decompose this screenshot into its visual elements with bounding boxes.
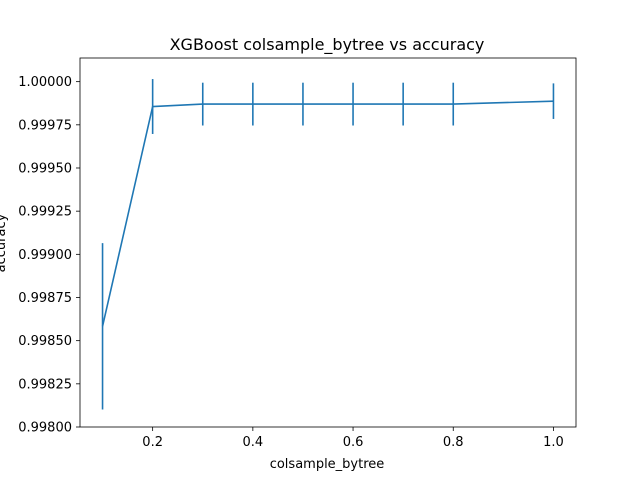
y-tick-label: 1.00000 bbox=[18, 75, 72, 90]
y-tick-label: 0.99800 bbox=[18, 421, 72, 436]
y-tick-label: 0.99850 bbox=[18, 334, 72, 349]
y-axis-label: accuracy bbox=[0, 213, 9, 272]
x-tick-label: 0.8 bbox=[443, 435, 464, 450]
y-tick-label: 0.99925 bbox=[18, 205, 72, 220]
x-tick-label: 0.2 bbox=[142, 435, 163, 450]
y-tick-label: 0.99900 bbox=[18, 248, 72, 263]
chart-title: XGBoost colsample_bytree vs accuracy bbox=[170, 35, 485, 55]
x-axis-label: colsample_bytree bbox=[270, 457, 385, 472]
y-tick-label: 0.99950 bbox=[18, 161, 72, 176]
plot-area: 0.2 0.4 0.6 0.8 1.0 0.99800 0.99825 0.99850 0.99… bbox=[18, 57, 577, 450]
series-line bbox=[101, 100, 554, 327]
x-tick-label: 0.6 bbox=[343, 435, 364, 450]
x-tick-label: 0.4 bbox=[243, 435, 264, 450]
y-tick-label: 0.99975 bbox=[18, 118, 72, 133]
axes-frame bbox=[79, 57, 577, 428]
y-tick-label: 0.99875 bbox=[18, 291, 72, 306]
x-tick-label: 1.0 bbox=[543, 435, 564, 450]
y-tick-label: 0.99825 bbox=[18, 377, 72, 392]
